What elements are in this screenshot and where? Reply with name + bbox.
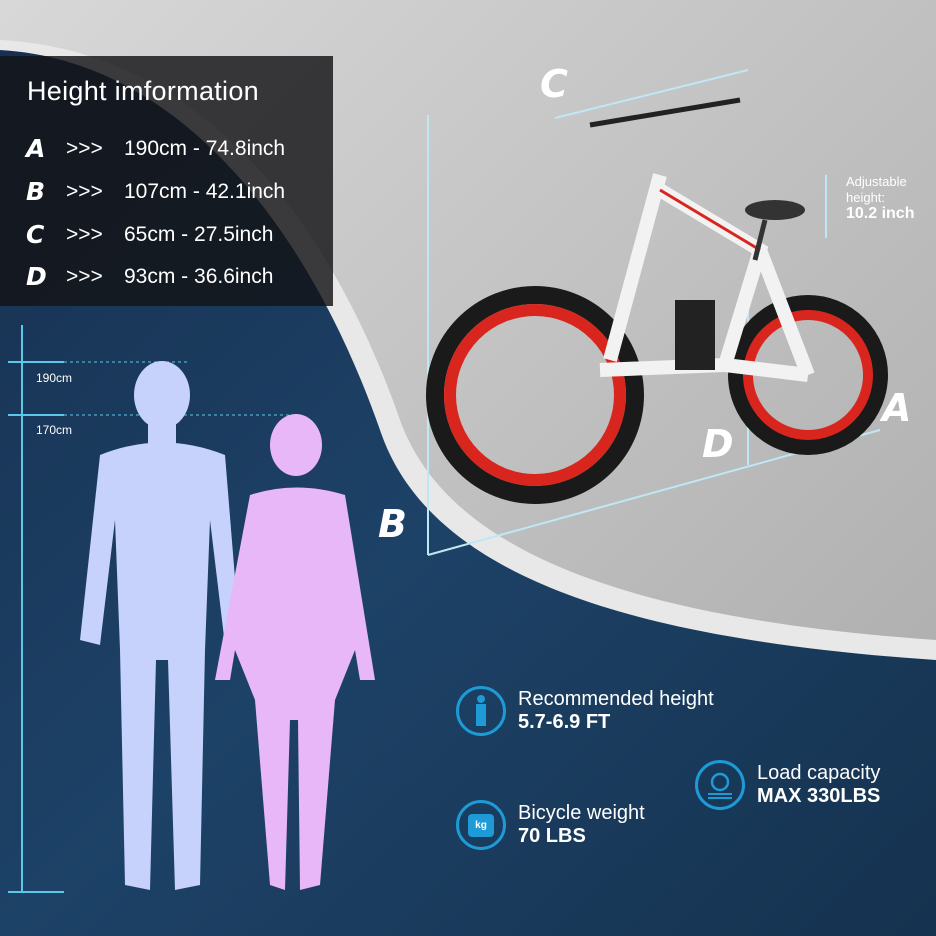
bike-image bbox=[426, 97, 888, 504]
male-silhouette bbox=[80, 361, 240, 890]
feature-value: 5.7-6.9 FT bbox=[518, 711, 611, 733]
row-value: 190cm - 74.8inch bbox=[124, 136, 286, 160]
row-value: 93cm - 36.6inch bbox=[124, 264, 274, 288]
row-key: C bbox=[26, 220, 45, 249]
feature-label: Load capacity bbox=[757, 762, 881, 784]
kg-text: kg bbox=[468, 813, 494, 837]
row-key: A bbox=[26, 134, 46, 163]
row-arrow: >>> bbox=[66, 222, 103, 246]
row-value: 107cm - 42.1inch bbox=[124, 179, 286, 203]
scale-190-label: 190cm bbox=[36, 371, 73, 385]
feature-label: Bicycle weight bbox=[518, 802, 645, 824]
row-c: C >>> 65cm - 27.5inch bbox=[26, 220, 273, 249]
height-scale bbox=[8, 325, 290, 893]
row-d: D >>> 93cm - 36.6inch bbox=[26, 262, 273, 291]
person-height-icon bbox=[456, 686, 506, 736]
seat-label: Adjustable height: bbox=[846, 174, 907, 205]
dimension-c-label: C bbox=[540, 62, 568, 106]
dimension-d-label: D bbox=[702, 422, 734, 466]
dimension-a-label: A bbox=[882, 386, 912, 430]
seat-adjustable-note: Adjustable height: 10.2 inch bbox=[846, 174, 921, 222]
kg-weight-icon: kg bbox=[456, 800, 506, 850]
row-a: A >>> 190cm - 74.8inch bbox=[26, 134, 285, 163]
row-b: B >>> 107cm - 42.1inch bbox=[26, 177, 285, 206]
feature-load-capacity: Load capacity MAX 330LBS bbox=[695, 760, 880, 810]
dimension-b-label: B bbox=[378, 502, 407, 546]
row-key: D bbox=[26, 262, 47, 291]
scale-gauge-icon bbox=[695, 760, 745, 810]
row-arrow: >>> bbox=[66, 264, 103, 288]
panel-title: Height imformation bbox=[27, 76, 259, 106]
seat-value: 10.2 inch bbox=[846, 205, 915, 222]
height-info-panel: Height imformation A >>> 190cm - 74.8inch … bbox=[0, 56, 333, 306]
row-value: 65cm - 27.5inch bbox=[124, 222, 274, 246]
row-arrow: >>> bbox=[66, 179, 103, 203]
feature-value: MAX 330LBS bbox=[757, 785, 881, 807]
feature-value: 70 LBS bbox=[518, 825, 586, 847]
row-key: B bbox=[26, 177, 46, 206]
feature-bicycle-weight: kg Bicycle weight 70 LBS bbox=[456, 800, 645, 850]
feature-label: Recommended height bbox=[518, 688, 714, 710]
female-silhouette bbox=[215, 414, 375, 890]
row-arrow: >>> bbox=[66, 136, 103, 160]
feature-recommended-height: Recommended height 5.7-6.9 FT bbox=[456, 686, 714, 736]
scale-170-label: 170cm bbox=[36, 423, 73, 437]
